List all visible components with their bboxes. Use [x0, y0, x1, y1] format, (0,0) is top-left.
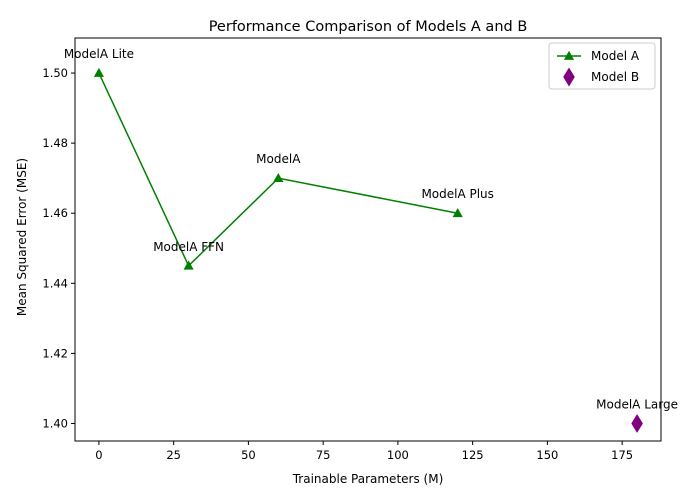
- data-point-0-2: [273, 172, 284, 183]
- y-tick-label-3: 1.46: [42, 206, 68, 220]
- legend-box: [548, 42, 656, 90]
- data-label-0-3: ModelA Plus: [421, 187, 493, 201]
- data-point-0-0: [93, 67, 104, 77]
- legend-label-1: Model B: [591, 70, 639, 84]
- chart-title: Performance Comparison of Models A and B: [209, 19, 528, 35]
- x-tick-label-6: 150: [536, 448, 558, 462]
- data-label-0-0: ModelA Lite: [64, 47, 134, 61]
- x-tick-label-7: 175: [611, 448, 633, 462]
- data-point-1-0: [631, 414, 643, 433]
- y-tick-label-4: 1.48: [42, 136, 68, 150]
- x-axis-label: Trainable Parameters (M): [292, 472, 444, 486]
- series-line-0: [98, 72, 458, 268]
- y-tick-label-2: 1.44: [42, 276, 68, 290]
- y-tick-label-0: 1.40: [42, 416, 68, 430]
- data-label-1-0: ModelA Large: [596, 397, 678, 411]
- data-point-0-3: [452, 207, 463, 218]
- x-tick-label-2: 50: [241, 448, 256, 462]
- legend-marker-1: [563, 67, 575, 87]
- x-tick-label-3: 75: [316, 448, 331, 462]
- x-tick-label-4: 100: [387, 448, 409, 462]
- x-tick-label-5: 125: [462, 448, 484, 462]
- data-point-0-1: [183, 260, 194, 270]
- y-axis-label: Mean Squared Error (MSE): [15, 158, 29, 316]
- data-label-0-1: ModelA FFN: [153, 240, 224, 254]
- x-tick-label-1: 25: [166, 448, 181, 462]
- y-tick-label-1: 1.42: [42, 346, 68, 360]
- x-tick-label-0: 0: [95, 448, 102, 462]
- axes-frame: [74, 37, 662, 442]
- data-label-0-2: ModelA: [256, 152, 301, 166]
- plot-area: ModelA Lite ModelA FFN ModelA ModelA Plus Mo…: [42, 37, 678, 462]
- legend-marker-0: [563, 50, 575, 60]
- legend-label-0: Model A: [591, 49, 640, 63]
- legend: Model A Model B: [548, 42, 656, 90]
- y-tick-label-5: 1.50: [42, 66, 68, 80]
